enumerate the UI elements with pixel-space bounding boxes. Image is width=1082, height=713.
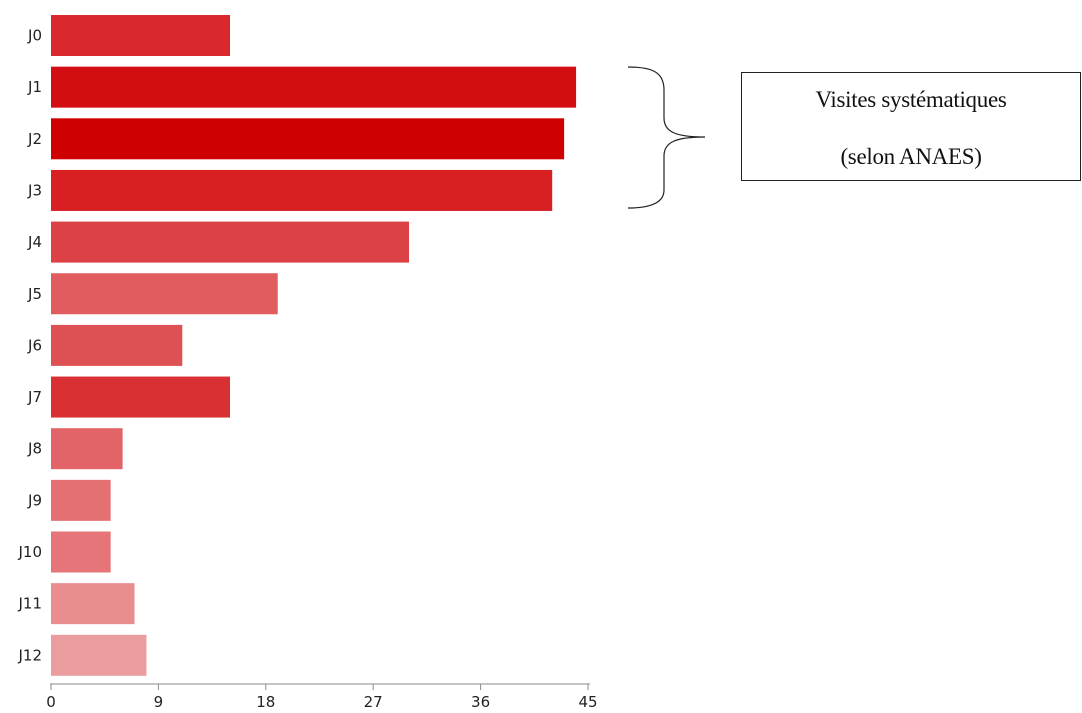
bar-j8 xyxy=(51,428,123,470)
bar-j5 xyxy=(51,273,278,315)
curly-brace-bracket xyxy=(627,66,706,209)
bar-j4 xyxy=(51,221,409,263)
category-label-j10: J10 xyxy=(17,543,42,561)
category-label-j0: J0 xyxy=(27,27,42,45)
x-tick-label: 27 xyxy=(364,693,383,711)
category-label-j8: J8 xyxy=(27,440,42,458)
category-label-j6: J6 xyxy=(27,336,42,354)
category-label-j4: J4 xyxy=(27,233,42,251)
x-tick-label: 0 xyxy=(46,693,56,711)
category-label-j9: J9 xyxy=(27,491,42,509)
x-tick-label: 9 xyxy=(154,693,164,711)
category-label-j5: J5 xyxy=(27,285,42,303)
bar-j1 xyxy=(51,66,577,108)
bar-j7 xyxy=(51,376,230,418)
bar-j3 xyxy=(51,169,553,211)
annotation-line-1: Visites systématiques xyxy=(815,87,1007,112)
x-tick-label: 45 xyxy=(578,693,597,711)
category-label-j1: J1 xyxy=(27,78,42,96)
category-label-j11: J11 xyxy=(17,595,42,613)
bar-j0 xyxy=(51,15,230,56)
bar-j10 xyxy=(51,531,111,573)
bar-j11 xyxy=(51,583,135,625)
x-tick-label: 36 xyxy=(471,693,490,711)
x-axis-ticks: 0 9 18 27 36 45 xyxy=(46,684,598,711)
bar-j9 xyxy=(51,479,111,521)
bar-j2 xyxy=(51,118,565,160)
annotation-line-2: (selon ANAES) xyxy=(840,144,982,169)
annotation-box: Visites systématiques (selon ANAES) xyxy=(741,72,1081,181)
category-label-j3: J3 xyxy=(27,181,42,199)
x-tick-label: 18 xyxy=(256,693,275,711)
bar-j6 xyxy=(51,324,183,366)
category-label-j7: J7 xyxy=(27,388,42,406)
category-label-j2: J2 xyxy=(27,130,42,148)
category-labels: J0 J1 J2 J3 J4 J5 J6 J7 J8 J9 J10 J11 J12 xyxy=(17,27,42,665)
bars-layer xyxy=(51,15,577,676)
bar-j12 xyxy=(51,634,147,676)
category-label-j12: J12 xyxy=(17,646,42,664)
